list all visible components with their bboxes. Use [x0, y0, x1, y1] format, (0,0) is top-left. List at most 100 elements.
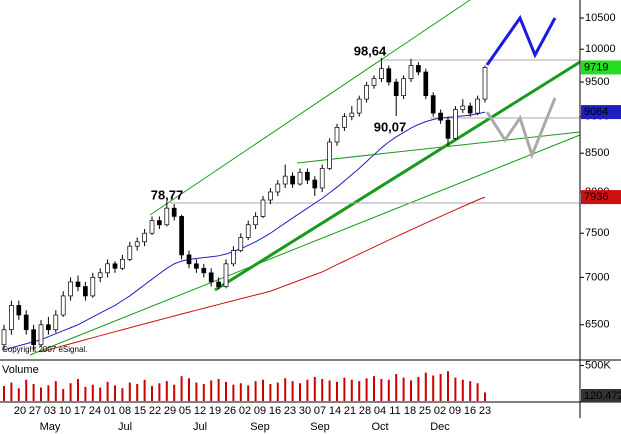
candle-body	[268, 191, 273, 201]
candle-body	[1, 329, 7, 346]
candle-body	[282, 175, 288, 185]
price-box	[581, 190, 621, 205]
candle-body	[105, 263, 110, 274]
y-tick-label: 10500	[585, 12, 616, 24]
candle-body	[120, 259, 125, 269]
candle-body	[46, 324, 51, 331]
candle-body	[127, 245, 133, 260]
moving-average	[3, 111, 486, 351]
projection	[485, 97, 557, 160]
candle-body	[9, 305, 14, 331]
x-tick-label: 25	[419, 405, 431, 417]
x-tick-label: 18	[404, 405, 416, 417]
candle-body	[238, 237, 244, 251]
candle-body	[142, 232, 147, 243]
x-tick-label: 15	[134, 405, 146, 417]
price-label: 7936	[584, 191, 608, 203]
candle-body	[23, 314, 29, 331]
x-tick-label: 19	[209, 405, 221, 417]
candle-body	[38, 324, 44, 346]
trend-line	[214, 60, 581, 292]
x-tick-label: 07	[314, 405, 326, 417]
price-box	[581, 105, 621, 120]
y-tick-label: 9500	[585, 76, 609, 88]
month-label: Sep	[310, 421, 330, 433]
x-tick-label: 10	[59, 405, 71, 417]
candle-body	[356, 98, 362, 114]
candle-body	[31, 329, 36, 346]
x-tick-label: 16	[269, 405, 281, 417]
candle-body	[253, 216, 258, 226]
candle-body	[371, 78, 377, 86]
x-tick-label: 03	[44, 405, 56, 417]
x-tick-label: 08	[119, 405, 131, 417]
price-label: 9719	[584, 61, 608, 73]
candle-body	[260, 199, 266, 217]
x-tick-label: 23	[479, 405, 491, 417]
candle-body	[386, 68, 392, 83]
candle-body	[171, 207, 177, 217]
channel-line	[149, 0, 471, 216]
candle-body	[216, 281, 221, 287]
x-tick-label: 14	[329, 405, 341, 417]
x-tick-label: 11	[389, 405, 400, 417]
candle-body	[75, 281, 81, 287]
candle-body	[90, 277, 96, 297]
candle-body	[475, 98, 480, 114]
candle-body	[290, 175, 295, 185]
x-tick-label: 09	[449, 405, 461, 417]
candle-body	[201, 267, 207, 274]
candle-body	[401, 78, 406, 96]
x-tick-label: 24	[89, 405, 101, 417]
candle-body	[179, 216, 184, 256]
candle-body	[364, 85, 369, 100]
x-tick-label: 29	[164, 405, 176, 417]
candle-body	[194, 263, 199, 269]
x-tick-label: 22	[149, 405, 161, 417]
month-label: Oct	[371, 421, 388, 433]
candle-body	[312, 179, 318, 189]
copyright: Copyright 2007 eSignal.	[2, 345, 87, 354]
x-tick-label: 01	[104, 405, 116, 417]
candle-body	[482, 67, 488, 100]
y-tick-label: 7000	[585, 271, 609, 283]
y-tick-label: 8500	[585, 147, 609, 159]
x-tick-label: 02	[239, 405, 251, 417]
y-tick-label: 6500	[585, 319, 609, 331]
candle-body	[53, 314, 59, 331]
candle-body	[423, 71, 429, 96]
candle-body	[416, 65, 421, 73]
y-tick-label: 10000	[585, 43, 616, 55]
candle-body	[334, 127, 340, 143]
x-tick-label: 12	[194, 405, 206, 417]
candle-body	[445, 119, 451, 139]
candle-body	[134, 241, 140, 247]
candle-body	[319, 168, 325, 189]
x-tick-label: 28	[359, 405, 371, 417]
channel-line	[29, 134, 581, 356]
month-label: Dec	[430, 421, 450, 433]
candle-body	[208, 272, 214, 283]
price-label: 9064	[584, 106, 608, 118]
x-tick-label: 21	[344, 405, 356, 417]
x-tick-label: 26	[224, 405, 236, 417]
candle-body	[430, 95, 436, 114]
x-tick-label: 23	[284, 405, 296, 417]
candle-body	[438, 112, 443, 121]
volume-last-label: 120.472	[584, 390, 621, 402]
annotation: 98,64	[354, 43, 387, 58]
annotation: 90,07	[374, 119, 407, 134]
candle-body	[275, 183, 281, 193]
x-tick-label: 04	[374, 405, 386, 417]
x-tick-label: 09	[254, 405, 266, 417]
candle-body	[223, 263, 229, 287]
month-label: May	[40, 421, 61, 433]
x-tick-label: 16	[464, 405, 476, 417]
x-tick-label: 05	[179, 405, 191, 417]
candle-body	[379, 68, 384, 80]
x-tick-label: 20	[14, 405, 26, 417]
annotation: 78,77	[151, 187, 184, 202]
candle-body	[393, 81, 399, 96]
